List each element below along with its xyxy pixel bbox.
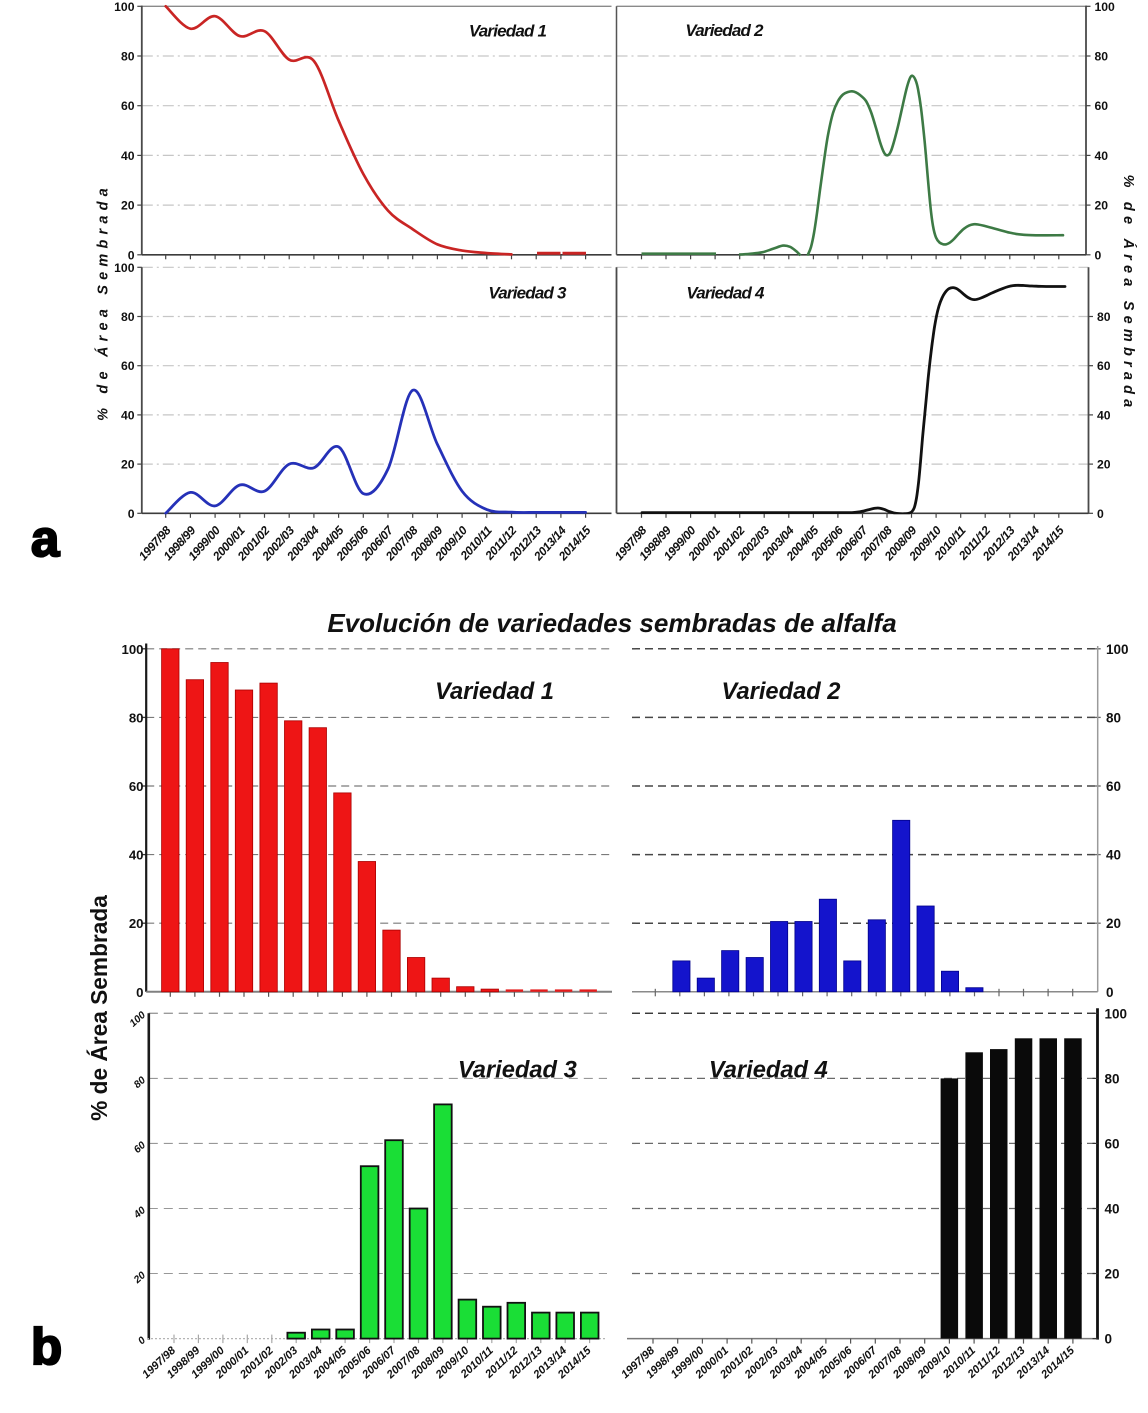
svg-text:0: 0 [128,248,135,262]
svg-text:80: 80 [1105,1071,1120,1086]
svg-text:40: 40 [121,408,135,422]
svg-text:100: 100 [121,642,143,657]
svg-text:% de Área Sembrada: % de Área Sembrada [86,895,112,1121]
svg-text:60: 60 [129,779,144,794]
svg-text:40: 40 [1106,848,1121,863]
svg-text:Evolución de variedades sembra: Evolución de variedades sembradas de alf… [327,608,896,638]
svg-text:100: 100 [114,0,135,14]
svg-text:20: 20 [1097,458,1111,472]
svg-text:20: 20 [1095,199,1109,213]
svg-text:Variedad 4: Variedad 4 [709,1058,828,1084]
svg-text:Variedad 3: Variedad 3 [458,1058,577,1084]
svg-text:80: 80 [129,710,144,725]
svg-text:0: 0 [1097,507,1104,521]
svg-text:0: 0 [128,507,135,521]
svg-text:Variedad 2: Variedad 2 [722,679,841,705]
svg-text:40: 40 [129,848,144,863]
svg-text:100: 100 [1106,642,1129,657]
svg-text:80: 80 [121,310,135,324]
svg-text:40: 40 [1105,1202,1120,1217]
svg-text:100: 100 [1105,1006,1128,1021]
svg-text:% de Área Sembrada: % de Área Sembrada [94,183,111,421]
svg-text:60: 60 [1097,359,1111,373]
svg-text:20: 20 [121,458,135,472]
svg-text:% de Área Sembrada: % de Área Sembrada [1120,175,1137,413]
svg-text:80: 80 [1097,310,1111,324]
svg-text:100: 100 [1095,0,1116,14]
svg-text:Variedad 4: Variedad 4 [686,283,765,302]
svg-text:Variedad 1: Variedad 1 [435,679,554,705]
svg-text:b: b [31,1318,62,1375]
svg-text:60: 60 [1105,1136,1120,1151]
svg-text:60: 60 [121,359,135,373]
svg-text:0: 0 [136,1335,148,1347]
svg-text:Variedad 1: Variedad 1 [469,21,547,40]
svg-text:60: 60 [121,99,135,113]
svg-text:20: 20 [121,199,135,213]
svg-text:60: 60 [1095,99,1109,113]
svg-text:20: 20 [1105,1267,1120,1282]
svg-text:Variedad 2: Variedad 2 [685,21,764,40]
svg-text:40: 40 [121,149,135,163]
svg-text:80: 80 [121,50,135,64]
svg-text:0: 0 [1105,1332,1113,1347]
svg-text:80: 80 [1095,50,1109,64]
svg-text:20: 20 [129,916,144,931]
svg-text:0: 0 [1095,248,1102,262]
svg-text:100: 100 [114,261,135,275]
svg-text:0: 0 [1106,985,1114,1000]
svg-text:Variedad 3: Variedad 3 [488,284,567,303]
svg-text:a: a [31,510,60,567]
svg-text:0: 0 [136,985,143,1000]
svg-text:40: 40 [1095,149,1109,163]
svg-text:80: 80 [1106,710,1121,725]
svg-text:60: 60 [1106,779,1121,794]
svg-text:20: 20 [1106,916,1121,931]
svg-text:40: 40 [1097,408,1111,422]
